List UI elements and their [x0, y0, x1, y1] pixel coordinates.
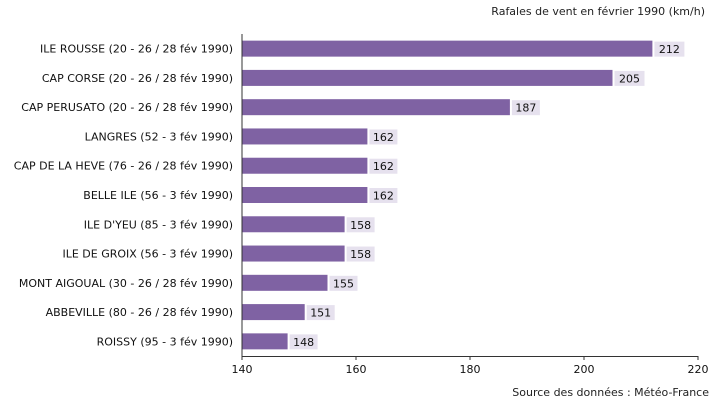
bar — [242, 304, 305, 321]
value-label-bg — [306, 305, 335, 321]
bar — [242, 157, 368, 174]
value-label-bg — [369, 129, 398, 145]
category-label: MONT AIGOUAL (30 - 26 / 28 fév 1990) — [19, 277, 233, 290]
value-label-bg — [511, 100, 540, 116]
bar — [242, 274, 328, 291]
source-note: Source des données : Météo-France — [512, 386, 709, 399]
value-label-bg — [654, 41, 685, 57]
value-label: 187 — [515, 102, 536, 115]
category-label: LANGRES (52 - 3 fév 1990) — [85, 130, 233, 143]
category-label: ILE DE GROIX (56 - 3 fév 1990) — [62, 248, 233, 261]
category-label: ROISSY (95 - 3 fév 1990) — [97, 335, 233, 348]
value-label-bg — [369, 188, 398, 203]
category-label: ILE ROUSSE (20 - 26 / 28 fév 1990) — [40, 43, 233, 56]
category-label: ILE D'YEU (85 - 3 fév 1990) — [84, 218, 233, 231]
category-label: CAP PERUSATO (20 - 26 / 28 fév 1990) — [21, 101, 233, 114]
value-label: 151 — [310, 307, 331, 320]
value-label: 162 — [373, 160, 394, 173]
value-label-bg — [289, 334, 318, 350]
value-label-bg — [346, 217, 375, 233]
value-label: 162 — [373, 190, 394, 203]
value-label: 158 — [350, 219, 371, 232]
value-label: 212 — [659, 43, 680, 56]
value-label-bg — [346, 246, 375, 262]
value-label-bg — [329, 275, 358, 291]
value-label: 158 — [350, 248, 371, 261]
bar — [242, 69, 613, 86]
x-tick-label: 200 — [574, 363, 595, 376]
value-label: 205 — [619, 72, 640, 85]
x-tick-label: 140 — [232, 363, 253, 376]
value-label: 148 — [293, 336, 314, 349]
bars-group: ILE ROUSSE (20 - 26 / 28 fév 1990) 212 CAP… — [14, 40, 685, 350]
value-label-bg — [369, 158, 398, 174]
bar — [242, 333, 288, 350]
category-label: CAP CORSE (20 - 26 / 28 fév 1990) — [42, 72, 233, 85]
bar — [242, 40, 653, 57]
chart-title: Rafales de vent en février 1990 (km/h) — [491, 5, 705, 18]
bar — [242, 187, 368, 203]
category-label: CAP DE LA HEVE (76 - 26 / 28 fév 1990) — [14, 160, 233, 173]
x-axis: 140 160 180 200 220 — [232, 34, 709, 376]
category-label: ABBEVILLE (80 - 26 / 28 fév 1990) — [46, 306, 233, 319]
bar — [242, 99, 510, 116]
bar — [242, 216, 345, 233]
bar — [242, 245, 345, 262]
category-label: BELLE ILE (56 - 3 fév 1990) — [83, 189, 233, 202]
bar — [242, 128, 368, 145]
value-label: 155 — [333, 277, 354, 290]
value-label: 162 — [373, 131, 394, 144]
value-label-bg — [614, 70, 645, 86]
x-tick-label: 220 — [688, 363, 709, 376]
x-tick-label: 160 — [346, 363, 367, 376]
x-tick-label: 180 — [460, 363, 481, 376]
